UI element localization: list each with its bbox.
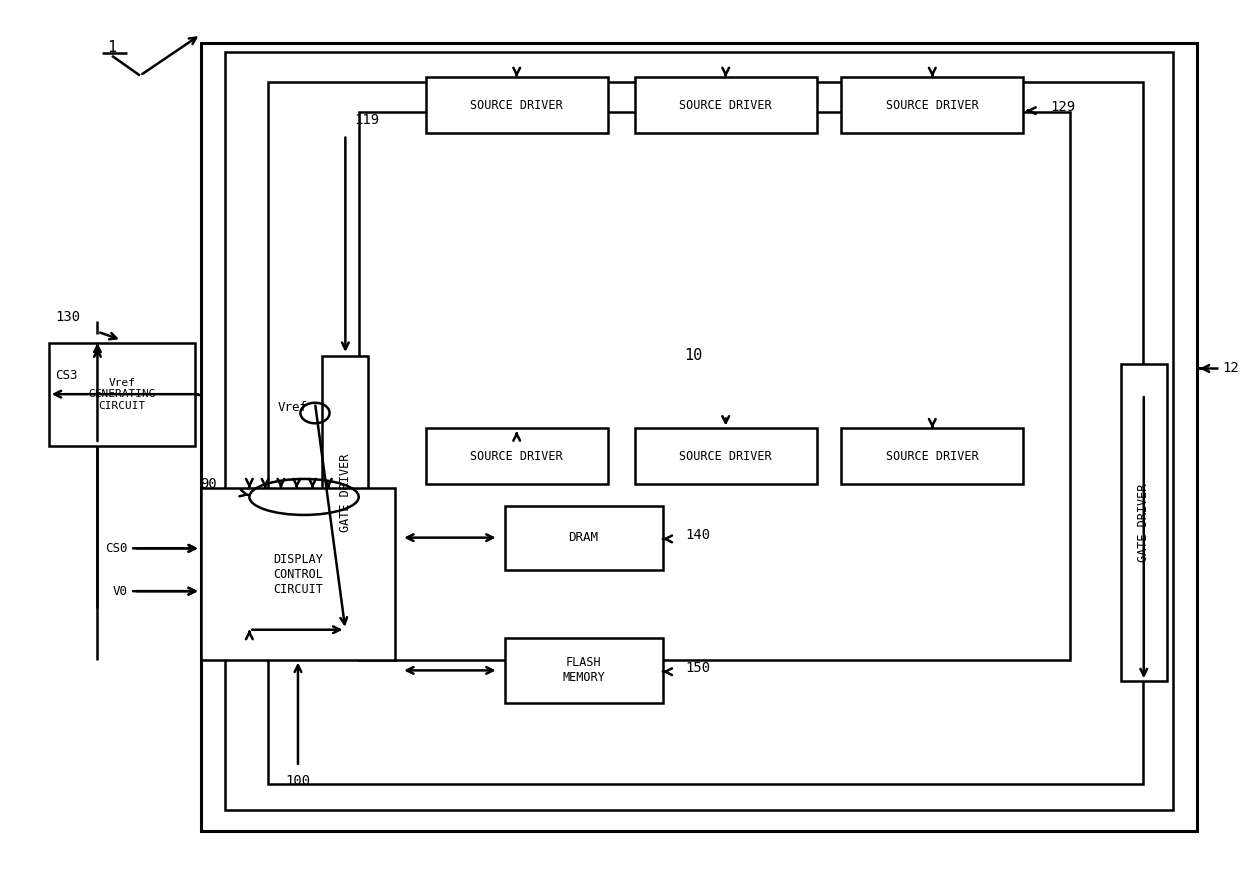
Text: 100: 100 <box>285 774 310 788</box>
Bar <box>201 43 1197 831</box>
Bar <box>841 77 1023 133</box>
Text: 1: 1 <box>108 40 117 55</box>
Bar <box>322 356 368 629</box>
Text: 12: 12 <box>1223 362 1240 376</box>
Bar <box>635 77 817 133</box>
Bar <box>505 638 662 703</box>
Text: GATE DRIVER: GATE DRIVER <box>1137 483 1151 562</box>
Bar <box>425 428 608 484</box>
Text: 90: 90 <box>200 477 217 491</box>
Bar <box>224 52 1173 809</box>
Text: SOURCE DRIVER: SOURCE DRIVER <box>680 450 773 462</box>
Text: 10: 10 <box>683 348 702 363</box>
Text: SOURCE DRIVER: SOURCE DRIVER <box>470 99 563 112</box>
Bar <box>425 77 608 133</box>
Bar <box>505 505 662 570</box>
Text: SOURCE DRIVER: SOURCE DRIVER <box>887 450 978 462</box>
Text: GATE DRIVER: GATE DRIVER <box>339 454 352 532</box>
Text: CS3: CS3 <box>55 369 77 382</box>
Text: SOURCE DRIVER: SOURCE DRIVER <box>887 99 978 112</box>
Text: SOURCE DRIVER: SOURCE DRIVER <box>680 99 773 112</box>
Text: 119: 119 <box>355 113 379 127</box>
Bar <box>635 428 817 484</box>
Text: Vref
GENERATING
CIRCUIT: Vref GENERATING CIRCUIT <box>88 378 155 411</box>
Bar <box>358 112 1070 660</box>
Text: FLASH
MEMORY: FLASH MEMORY <box>562 656 605 684</box>
Bar <box>841 428 1023 484</box>
Bar <box>201 489 396 660</box>
Bar <box>268 81 1142 784</box>
Text: Vref: Vref <box>278 400 308 413</box>
Text: 140: 140 <box>686 529 711 543</box>
Bar <box>1121 364 1167 681</box>
Text: 130: 130 <box>55 310 81 324</box>
Text: 129: 129 <box>1050 101 1075 114</box>
Text: SOURCE DRIVER: SOURCE DRIVER <box>470 450 563 462</box>
Text: V0: V0 <box>113 585 128 598</box>
Text: DRAM: DRAM <box>569 531 599 545</box>
Text: DISPLAY
CONTROL
CIRCUIT: DISPLAY CONTROL CIRCUIT <box>273 552 322 595</box>
Text: 150: 150 <box>686 662 711 676</box>
Bar <box>48 343 195 446</box>
Text: CS0: CS0 <box>105 542 128 555</box>
